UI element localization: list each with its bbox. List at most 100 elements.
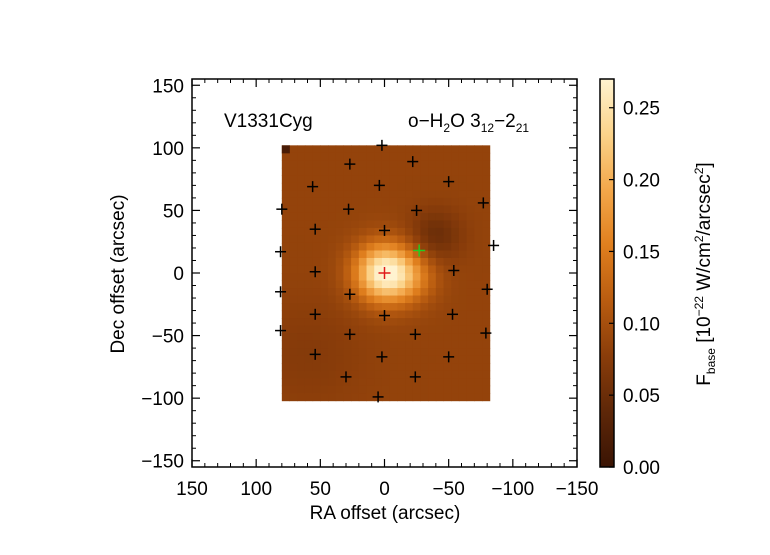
pointing-marker [340,371,352,383]
map-pixel [381,273,391,282]
map-pixel [451,227,460,236]
map-pixel [289,370,298,379]
map-pixel [443,370,452,379]
map-pixel [412,145,421,154]
map-pixel [358,348,368,357]
map-pixel [304,303,314,312]
pointing-marker [344,158,356,170]
map-pixel [335,190,344,199]
map-pixel [351,152,360,161]
map-pixel [351,303,360,312]
map-pixel [366,175,375,184]
map-pixel [328,250,337,259]
map-pixel [281,175,291,184]
map-pixel [281,242,291,251]
map-pixel [428,235,437,244]
map-pixel [397,197,406,206]
map-pixel [474,325,483,334]
map-pixel [297,145,306,154]
map-pixel [281,182,291,191]
map-pixel [466,220,475,229]
map-pixel [474,190,483,199]
map-pixel [281,273,291,282]
map-pixel [466,280,475,289]
map-pixel [343,310,352,319]
pointing-marker [275,325,287,337]
map-pixel [428,190,437,199]
pointing-marker [488,239,500,251]
pointing-marker [376,351,388,363]
map-pixel [443,385,452,394]
line-label-species-sub: 2 [443,121,450,135]
map-pixel [366,273,375,282]
map-pixel [443,160,452,169]
map-pixel [466,325,475,334]
map-pixel [466,160,475,169]
map-pixel [289,310,298,319]
map-pixel [304,310,314,319]
map-pixel [289,182,298,191]
map-pixel [374,220,383,229]
map-pixel [366,167,375,176]
map-pixel [281,145,290,154]
map-pixel [443,242,452,251]
map-pixel [474,355,483,364]
map-pixel [320,160,329,169]
map-pixel [312,190,321,199]
map-pixel [304,385,314,394]
map-pixel [320,235,329,244]
map-pixel [351,355,360,364]
map-pixel [304,295,314,304]
map-pixel [320,212,329,221]
map-pixel [381,288,391,297]
map-pixel [435,197,445,206]
pointing-marker [343,203,355,215]
map-pixel [320,250,329,259]
map-pixel [343,182,352,191]
map-pixel [451,280,460,289]
map-pixel [328,273,337,282]
map-pixel [297,235,306,244]
map-pixel [343,295,352,304]
map-pixel [420,295,429,304]
pointing-marker [344,328,356,340]
map-pixel [389,340,398,349]
map-pixel [397,355,406,364]
map-pixel [474,303,483,312]
map-pixel [312,295,321,304]
map-pixel [451,242,460,251]
map-pixel [389,288,398,297]
map-pixel [458,348,468,357]
map-pixel [405,197,414,206]
map-pixel [297,220,306,229]
map-pixel [482,310,491,319]
map-pixel [482,235,491,244]
map-pixel [358,167,368,176]
map-pixel [412,340,421,349]
map-pixel [428,167,437,176]
map-pixel [397,310,406,319]
colorbar-tick-label: 0.05 [623,386,660,407]
map-pixel [304,212,314,221]
map-pixel [397,295,406,304]
map-pixel [451,190,460,199]
map-pixel [304,265,314,274]
map-pixel [435,280,445,289]
map-pixel [366,333,375,342]
map-pixel [281,385,291,394]
map-pixel [405,212,414,221]
map-pixel [482,288,491,297]
map-pixel [312,363,321,372]
line-label: o−H2O 312−221 [408,111,529,135]
map-pixel [281,212,291,221]
map-pixel [320,310,329,319]
map-pixel [412,152,421,161]
map-pixel [451,257,460,267]
pointing-marker [309,348,321,360]
map-pixel [389,273,398,282]
map-pixel [428,303,437,312]
map-pixel [328,393,337,402]
map-pixel [343,265,352,274]
map-pixel [458,212,468,221]
map-pixel [405,318,414,327]
